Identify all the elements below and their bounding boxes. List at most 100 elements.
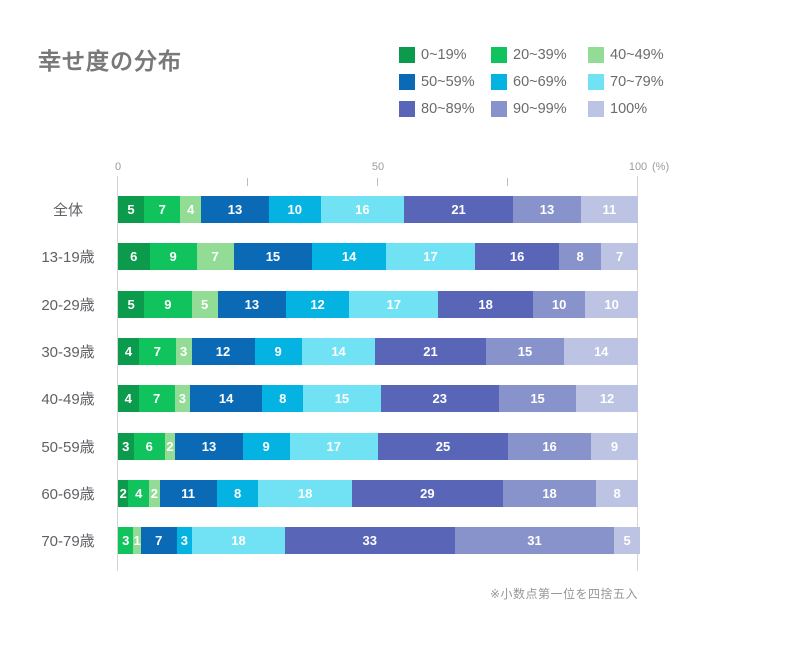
bar-segment-80~89%: 23	[380, 385, 499, 412]
legend-swatch-icon	[491, 101, 507, 117]
bar-segment-0~19%: 3	[118, 433, 134, 460]
chart-title: 幸せ度の分布	[38, 48, 182, 74]
legend-item-0~19%: 0~19%	[399, 47, 491, 63]
row-label: 40-49歳	[41, 391, 95, 408]
table-row: 20-29歳 5 9 5 13 12 17 18 10 10	[0, 291, 800, 318]
legend-item-50~59%: 50~59%	[399, 74, 491, 90]
legend-item-60~69%: 60~69%	[491, 74, 588, 90]
bar-segment-80~89%: 21	[403, 196, 514, 223]
legend-swatch-icon	[399, 47, 415, 63]
bar-segment-90~99%: 15	[485, 338, 565, 365]
bar-segment-60~69%: 9	[254, 338, 302, 365]
legend-label: 0~19%	[421, 47, 467, 63]
bar-segment-40~49%: 3	[175, 338, 192, 365]
gridline-0-percent	[117, 176, 118, 571]
legend-swatch-icon	[588, 74, 604, 90]
bar-segment-80~89%: 16	[475, 243, 560, 270]
table-row: 全体 5 7 4 13 10 16 21 13 11	[0, 196, 800, 223]
row-label: 30-39歳	[41, 344, 95, 361]
bar-segment-20~39%: 3	[118, 527, 134, 554]
row-label: 20-29歳	[41, 297, 95, 314]
table-row: 50-59歳 3 6 2 13 9 17 25 16 9	[0, 433, 800, 460]
bar-segment-90~99%: 18	[502, 480, 597, 507]
bar-segment-60~69%: 10	[268, 196, 321, 223]
stacked-bar: 2 4 2 11 8 18 29 18 8	[118, 480, 638, 507]
table-row: 40-49歳 4 7 3 14 8 15 23 15 12	[0, 385, 800, 412]
bar-segment-40~49%: 5	[191, 291, 218, 318]
bar-segment-70~79%: 18	[192, 527, 285, 554]
bar-segment-90~99%: 8	[559, 243, 602, 270]
bar-segment-20~39%: 4	[128, 480, 150, 507]
bar-segment-90~99%: 16	[507, 433, 592, 460]
bar-segment-40~49%: 7	[196, 243, 234, 270]
legend-label: 20~39%	[513, 47, 567, 63]
bar-segment-70~79%: 14	[301, 338, 376, 365]
bar-segment-20~39%: 9	[144, 291, 192, 318]
bar-segment-0~19%: 4	[118, 338, 139, 365]
stacked-bar: 5 7 4 13 10 16 21 13 11	[118, 196, 638, 223]
row-label: 13-19歳	[41, 249, 95, 266]
bar-segment-60~69%: 14	[312, 243, 386, 270]
bar-segment-0~19%: 2	[118, 480, 129, 507]
legend-item-80~89%: 80~89%	[399, 101, 491, 117]
bar-segment-40~49%: 2	[164, 433, 176, 460]
bar-segment-0~19%: 4	[118, 385, 139, 412]
bar-segment-50~59%: 12	[191, 338, 255, 365]
rounding-footnote: ※小数点第一位を四捨五入	[489, 587, 638, 601]
bar-segment-100%: 5	[614, 527, 641, 554]
legend-label: 70~79%	[610, 74, 664, 90]
bar-segment-90~99%: 15	[498, 385, 577, 412]
bar-segment-0~19%: 5	[118, 196, 144, 223]
bar-segment-60~69%: 8	[262, 385, 304, 412]
legend-swatch-icon	[399, 74, 415, 90]
bar-segment-20~39%: 7	[139, 338, 176, 365]
stacked-bar: 5 9 5 13 12 17 18 10 10	[118, 291, 638, 318]
tick-75-percent	[507, 178, 508, 186]
x-axis-tick-label-0: 0	[114, 161, 122, 173]
stacked-bar: 3 1 7 3 18 33 31 5	[118, 527, 641, 554]
legend-swatch-icon	[399, 101, 415, 117]
legend-item-100%: 100%	[588, 101, 684, 117]
tick-50-percent	[377, 178, 378, 186]
legend-swatch-icon	[491, 74, 507, 90]
bar-segment-70~79%: 17	[289, 433, 378, 460]
bar-segment-40~49%: 4	[180, 196, 202, 223]
bar-segment-0~19%: 6	[118, 243, 150, 270]
x-axis-tick-label-50: 50	[371, 161, 385, 173]
legend-item-90~99%: 90~99%	[491, 101, 588, 117]
bar-segment-20~39%: 7	[138, 385, 175, 412]
bar-segment-70~79%: 17	[349, 291, 439, 318]
row-label: 70-79歳	[41, 533, 95, 550]
table-row: 60-69歳 2 4 2 11 8 18 29 18 8	[0, 480, 800, 507]
bar-segment-70~79%: 18	[258, 480, 352, 507]
legend-label: 40~49%	[610, 47, 664, 63]
bar-segment-50~59%: 7	[140, 527, 177, 554]
bar-segment-20~39%: 9	[149, 243, 197, 270]
bar-segment-40~49%: 1	[133, 527, 141, 554]
bar-segment-90~99%: 31	[454, 527, 615, 554]
bar-segment-100%: 8	[596, 480, 638, 507]
bar-segment-100%: 9	[591, 433, 638, 460]
bar-segment-90~99%: 10	[532, 291, 586, 318]
table-row: 13-19歳 6 9 7 15 14 17 16 8 7	[0, 243, 800, 270]
tick-25-percent	[247, 178, 248, 186]
bar-segment-70~79%: 16	[320, 196, 404, 223]
bar-segment-40~49%: 3	[174, 385, 191, 412]
bar-segment-50~59%: 11	[159, 480, 217, 507]
bar-segment-80~89%: 33	[284, 527, 455, 554]
row-label: 60-69歳	[41, 486, 95, 503]
bar-segment-80~89%: 25	[377, 433, 508, 460]
bar-segment-80~89%: 21	[375, 338, 486, 365]
bar-segment-80~89%: 18	[438, 291, 533, 318]
bar-segment-60~69%: 3	[176, 527, 193, 554]
bar-segment-0~19%: 5	[118, 291, 145, 318]
x-axis-unit-label: (%)	[652, 161, 670, 173]
bar-segment-60~69%: 8	[216, 480, 259, 507]
table-row: 30-39歳 4 7 3 12 9 14 21 15 14	[0, 338, 800, 365]
legend-item-70~79%: 70~79%	[588, 74, 684, 90]
table-row: 70-79歳 3 1 7 3 18 33 31 5	[0, 527, 800, 554]
legend-label: 60~69%	[513, 74, 567, 90]
legend-item-20~39%: 20~39%	[491, 47, 588, 63]
